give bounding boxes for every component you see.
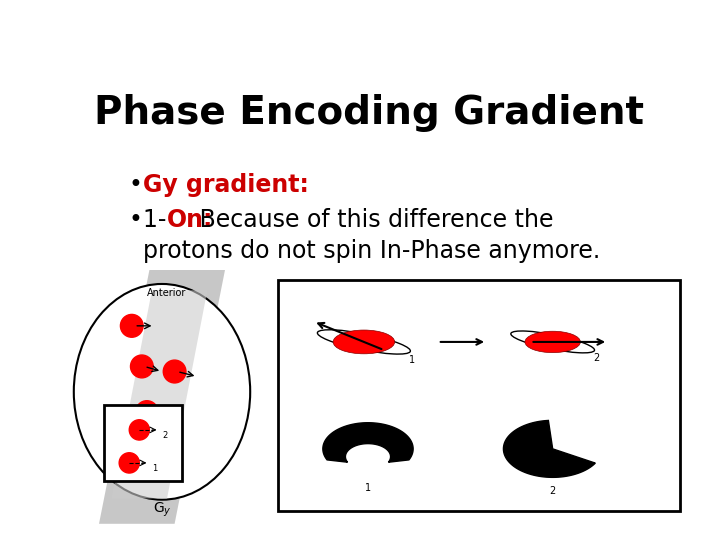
Text: Because of this difference the: Because of this difference the bbox=[192, 208, 553, 232]
Polygon shape bbox=[323, 423, 413, 462]
Ellipse shape bbox=[525, 331, 580, 353]
Text: 2: 2 bbox=[162, 430, 167, 440]
Circle shape bbox=[120, 314, 143, 338]
Circle shape bbox=[120, 453, 140, 473]
Circle shape bbox=[130, 355, 153, 378]
Text: Phase Encoding Gradient: Phase Encoding Gradient bbox=[94, 94, 644, 132]
Text: Gy gradient:: Gy gradient: bbox=[143, 173, 309, 197]
Text: G$_y$: G$_y$ bbox=[153, 501, 171, 519]
Polygon shape bbox=[99, 270, 225, 524]
Circle shape bbox=[135, 401, 158, 423]
Text: Anterior: Anterior bbox=[148, 288, 186, 298]
Ellipse shape bbox=[333, 330, 395, 354]
Ellipse shape bbox=[74, 284, 251, 500]
Text: 2: 2 bbox=[593, 353, 600, 363]
Text: protons do not spin In-Phase anymore.: protons do not spin In-Phase anymore. bbox=[143, 239, 600, 264]
Bar bbox=[104, 404, 182, 481]
Circle shape bbox=[130, 420, 150, 440]
Polygon shape bbox=[503, 421, 595, 477]
Text: 1: 1 bbox=[152, 463, 157, 472]
Text: 2: 2 bbox=[549, 487, 556, 496]
Text: 1: 1 bbox=[365, 483, 371, 492]
Text: •: • bbox=[129, 208, 150, 232]
Text: 1-: 1- bbox=[143, 208, 174, 232]
Circle shape bbox=[163, 360, 186, 383]
Text: •: • bbox=[129, 173, 150, 197]
Polygon shape bbox=[112, 291, 207, 498]
Text: On:: On: bbox=[167, 208, 213, 232]
Text: 1: 1 bbox=[409, 355, 415, 366]
